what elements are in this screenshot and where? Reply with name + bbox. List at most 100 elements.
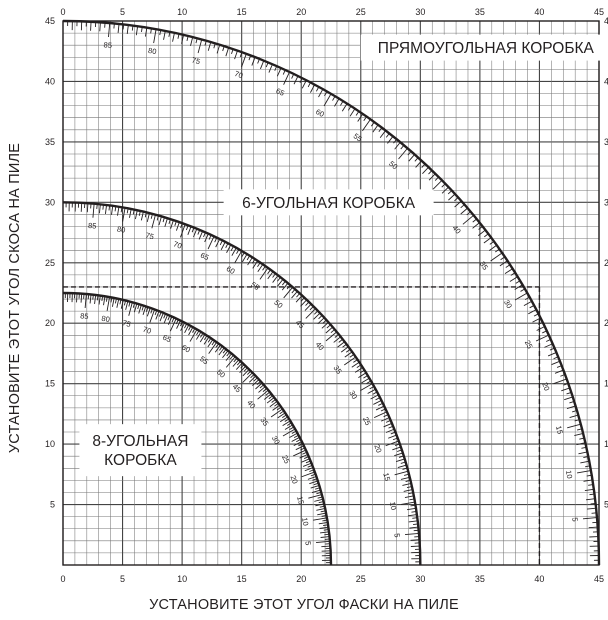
series-label-octagonal: 8-УГОЛЬНАЯ bbox=[92, 433, 188, 450]
x-axis-title: УСТАНОВИТЕ ЭТОТ УГОЛ ФАСКИ НА ПИЛЕ bbox=[149, 597, 459, 613]
scale-label: 35 bbox=[258, 416, 270, 428]
scale-tick bbox=[402, 483, 411, 485]
scale-label: 65 bbox=[199, 251, 210, 263]
scale-tick bbox=[99, 296, 100, 305]
scale-tick bbox=[258, 387, 265, 393]
scale-tick bbox=[93, 204, 94, 218]
y-tick-label: 40 bbox=[45, 76, 55, 86]
x-tick-label-top: 40 bbox=[534, 7, 544, 17]
scale-tick bbox=[108, 23, 109, 37]
scale-tick bbox=[280, 417, 288, 422]
scale-tick bbox=[368, 389, 376, 393]
scale-tick bbox=[314, 499, 323, 501]
scale-tick bbox=[243, 369, 249, 375]
scale-label: 80 bbox=[116, 224, 126, 234]
scale-label: 80 bbox=[101, 314, 111, 324]
scale-tick bbox=[217, 45, 220, 54]
x-tick-label-top: 15 bbox=[237, 7, 247, 17]
scale-tick bbox=[448, 194, 455, 200]
x-tick-label: 20 bbox=[296, 574, 306, 584]
scale-tick bbox=[491, 253, 502, 261]
scale-tick bbox=[371, 395, 379, 399]
scale-tick bbox=[408, 515, 417, 516]
scale-tick bbox=[317, 513, 326, 515]
y-tick-label: 25 bbox=[45, 258, 55, 268]
scale-tick bbox=[294, 76, 298, 84]
curve-1 bbox=[63, 21, 599, 565]
y-tick-label-right: 5 bbox=[604, 500, 608, 510]
scale-tick bbox=[260, 268, 268, 279]
series-label-octagonal: КОРОБКА bbox=[104, 452, 177, 469]
scale-label: 45 bbox=[294, 318, 306, 330]
scale-tick bbox=[204, 337, 209, 345]
scale-tick bbox=[395, 142, 401, 149]
scale-tick bbox=[321, 537, 330, 538]
scale-label: 40 bbox=[314, 340, 326, 352]
scale-tick bbox=[409, 527, 418, 528]
scale-tick bbox=[118, 24, 119, 33]
scale-label: 25 bbox=[280, 454, 292, 465]
y-tick-label-right: 30 bbox=[604, 197, 608, 207]
x-tick-label: 0 bbox=[60, 574, 65, 584]
scale-tick bbox=[222, 351, 228, 358]
scale-label: 40 bbox=[245, 398, 257, 410]
scale-tick bbox=[111, 206, 112, 215]
x-tick-label-top: 35 bbox=[475, 7, 485, 17]
y-tick-label: 20 bbox=[45, 318, 55, 328]
scale-tick bbox=[564, 397, 573, 400]
y-tick-label-right: 45 bbox=[604, 16, 608, 26]
scale-tick bbox=[567, 406, 576, 409]
scale-label: 55 bbox=[249, 280, 261, 292]
scale-tick bbox=[284, 287, 293, 298]
box-curves bbox=[63, 21, 599, 565]
scale-tick bbox=[396, 459, 405, 462]
scale-tick bbox=[165, 218, 168, 227]
scale-tick bbox=[311, 485, 320, 488]
scale-label: 10 bbox=[300, 517, 310, 527]
x-tick-label-top: 25 bbox=[356, 7, 366, 17]
scale-tick bbox=[344, 357, 355, 365]
scale-label: 80 bbox=[147, 46, 157, 56]
scale-tick bbox=[316, 541, 330, 542]
scale-tick bbox=[126, 301, 128, 310]
scale-tick bbox=[505, 269, 513, 274]
scale-tick bbox=[489, 245, 496, 250]
scale-tick bbox=[567, 424, 581, 428]
scale-tick bbox=[570, 415, 579, 417]
y-tick-label: 45 bbox=[45, 16, 55, 26]
scale-tick bbox=[233, 360, 239, 367]
scale-tick bbox=[384, 423, 392, 427]
scale-tick bbox=[188, 226, 191, 234]
scale-tick bbox=[267, 398, 274, 404]
scale-label: 5 bbox=[392, 533, 401, 538]
grid bbox=[63, 21, 599, 565]
scale-label: 60 bbox=[225, 264, 237, 276]
scale-label: 65 bbox=[274, 86, 285, 98]
scale-tick bbox=[536, 335, 549, 341]
scale-tick bbox=[388, 435, 396, 438]
scale-tick bbox=[554, 379, 567, 384]
scale-tick bbox=[227, 245, 231, 253]
scale-tick bbox=[154, 29, 156, 43]
x-tick-label: 25 bbox=[356, 574, 366, 584]
scale-tick bbox=[105, 205, 106, 214]
scale-label: 70 bbox=[142, 325, 153, 336]
scale-tick bbox=[524, 301, 532, 305]
scale-label: 20 bbox=[372, 443, 383, 454]
scale-label: 85 bbox=[88, 221, 97, 231]
scale-tick bbox=[548, 352, 556, 356]
scale-tick bbox=[90, 294, 91, 303]
scale-tick bbox=[326, 332, 337, 341]
scale-tick bbox=[208, 340, 213, 347]
x-tick-label-top: 0 bbox=[60, 7, 65, 17]
scale-tick bbox=[561, 388, 570, 391]
scale-tick bbox=[422, 167, 428, 174]
scale-tick bbox=[309, 481, 318, 484]
scale-label: 10 bbox=[388, 501, 398, 511]
scale-tick bbox=[235, 251, 242, 263]
scale-tick bbox=[85, 294, 86, 308]
angle-scales: 8580757065605550454035302520151058580757… bbox=[65, 21, 599, 563]
scale-tick bbox=[81, 294, 82, 303]
scale-tick bbox=[310, 85, 314, 93]
